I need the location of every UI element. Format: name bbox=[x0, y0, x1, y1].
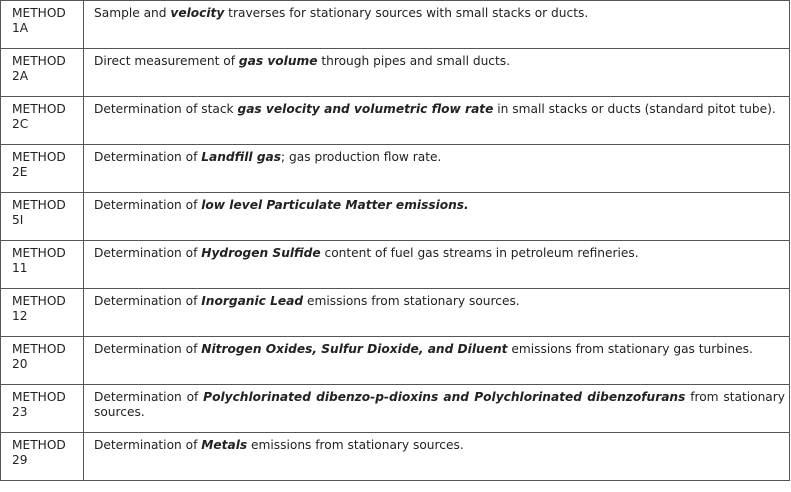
description-text: traverses for stationary sources with sm… bbox=[224, 6, 589, 20]
table-row: METHOD 11 Determination of Hydrogen Sulfid… bbox=[0, 240, 790, 289]
method-number: 5I bbox=[12, 213, 24, 227]
method-code-cell: METHOD 12 bbox=[0, 288, 84, 337]
method-code-cell: METHOD 29 bbox=[0, 432, 84, 481]
method-description: Determination of Polychlorinated dibenzo… bbox=[83, 384, 790, 433]
description-text: emissions from stationary sources. bbox=[247, 438, 464, 452]
table-row: METHOD 2E Determination of Landfill gas; g… bbox=[0, 144, 790, 193]
method-code-cell: METHOD 11 bbox=[0, 240, 84, 289]
method-number: 23 bbox=[12, 405, 28, 419]
method-description: Determination of Hydrogen Sulfide conten… bbox=[83, 240, 790, 289]
method-label: METHOD bbox=[12, 198, 66, 212]
description-emphasis: Nitrogen Oxides, Sulfur Dioxide, and Dil… bbox=[201, 342, 508, 356]
description-text: Determination of bbox=[94, 342, 202, 356]
description-text: content of fuel gas streams in petroleum… bbox=[320, 246, 639, 260]
table-row: METHOD 23 Determination of Polychlorinated… bbox=[0, 384, 790, 433]
table-row: METHOD 29 Determination of Metals emission… bbox=[0, 432, 790, 481]
description-text: through pipes and small ducts. bbox=[317, 54, 511, 68]
method-description: Determination of Metals emissions from s… bbox=[83, 432, 790, 481]
method-description: Determination of Landfill gas; gas produ… bbox=[83, 144, 790, 193]
method-label: METHOD bbox=[12, 342, 66, 356]
description-text: Determination of bbox=[94, 438, 202, 452]
description-text: Determination of stack bbox=[94, 102, 238, 116]
method-label: METHOD bbox=[12, 390, 66, 404]
description-text: Determination of bbox=[94, 390, 204, 404]
description-text: ; gas production flow rate. bbox=[281, 150, 442, 164]
description-emphasis: Polychlorinated dibenzo-p-dioxins and Po… bbox=[203, 390, 686, 404]
description-emphasis: gas velocity and volumetric flow rate bbox=[237, 102, 494, 116]
description-text: emissions from stationary sources. bbox=[303, 294, 520, 308]
description-text: from stationary sources. bbox=[94, 390, 786, 419]
method-number: 12 bbox=[12, 309, 28, 323]
description-text: emissions from stationary gas turbines. bbox=[507, 342, 753, 356]
method-label: METHOD bbox=[12, 54, 66, 68]
method-code-cell: METHOD 2E bbox=[0, 144, 84, 193]
description-text: in small stacks or ducts (standard pitot… bbox=[493, 102, 776, 116]
method-label: METHOD bbox=[12, 438, 66, 452]
method-label: METHOD bbox=[12, 102, 66, 116]
description-text: Sample and bbox=[94, 6, 171, 20]
table-row: METHOD 1A Sample and velocity traverses fo… bbox=[0, 0, 790, 49]
methods-table: METHOD 1A Sample and velocity traverses fo… bbox=[0, 0, 790, 481]
table-row: METHOD 12 Determination of Inorganic Lead … bbox=[0, 288, 790, 337]
method-description: Direct measurement of gas volume through… bbox=[83, 48, 790, 97]
description-emphasis: low level Particulate Matter emissions. bbox=[201, 198, 469, 212]
method-code-cell: METHOD 20 bbox=[0, 336, 84, 385]
table-row: METHOD 2C Determination of stack gas veloc… bbox=[0, 96, 790, 145]
method-number: 1A bbox=[12, 21, 29, 35]
method-number: 20 bbox=[12, 357, 28, 371]
description-emphasis: Landfill gas bbox=[201, 150, 282, 164]
method-code-cell: METHOD 2C bbox=[0, 96, 84, 145]
description-emphasis: velocity bbox=[170, 6, 225, 20]
method-label: METHOD bbox=[12, 6, 66, 20]
description-text: Determination of bbox=[94, 150, 202, 164]
method-code-cell: METHOD 2A bbox=[0, 48, 84, 97]
description-emphasis: gas volume bbox=[238, 54, 318, 68]
method-number: 2A bbox=[12, 69, 29, 83]
method-description: Determination of Nitrogen Oxides, Sulfur… bbox=[83, 336, 790, 385]
method-number: 2C bbox=[12, 117, 29, 131]
description-emphasis: Inorganic Lead bbox=[201, 294, 304, 308]
method-code-cell: METHOD 23 bbox=[0, 384, 84, 433]
method-description: Determination of low level Particulate M… bbox=[83, 192, 790, 241]
table-row: METHOD 5I Determination of low level Parti… bbox=[0, 192, 790, 241]
method-description: Sample and velocity traverses for statio… bbox=[83, 0, 790, 49]
method-code-cell: METHOD 5I bbox=[0, 192, 84, 241]
description-text: Determination of bbox=[94, 294, 202, 308]
description-text: Direct measurement of bbox=[94, 54, 239, 68]
method-description: Determination of Inorganic Lead emission… bbox=[83, 288, 790, 337]
description-text: Determination of bbox=[94, 198, 202, 212]
method-label: METHOD bbox=[12, 294, 66, 308]
methods-table-body: METHOD 1A Sample and velocity traverses fo… bbox=[0, 0, 790, 481]
method-code-cell: METHOD 1A bbox=[0, 0, 84, 49]
description-emphasis: Hydrogen Sulfide bbox=[201, 246, 321, 260]
method-number: 29 bbox=[12, 453, 28, 467]
method-label: METHOD bbox=[12, 150, 66, 164]
method-number: 2E bbox=[12, 165, 28, 179]
table-row: METHOD 2A Direct measurement of gas volume… bbox=[0, 48, 790, 97]
description-text: Determination of bbox=[94, 246, 202, 260]
method-label: METHOD bbox=[12, 246, 66, 260]
method-description: Determination of stack gas velocity and … bbox=[83, 96, 790, 145]
table-row: METHOD 20 Determination of Nitrogen Oxides… bbox=[0, 336, 790, 385]
description-emphasis: Metals bbox=[201, 438, 248, 452]
method-number: 11 bbox=[12, 261, 28, 275]
